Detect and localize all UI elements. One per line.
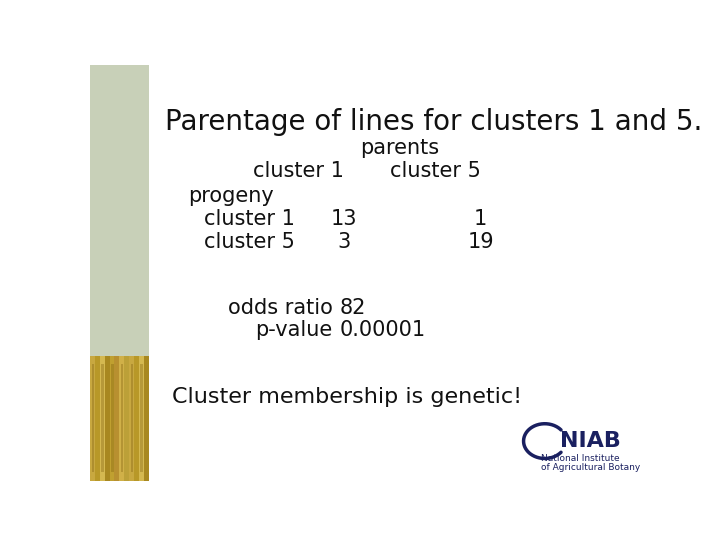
Bar <box>121 364 123 472</box>
Text: cluster 1: cluster 1 <box>253 161 344 181</box>
Bar <box>129 356 134 481</box>
Bar <box>95 356 100 481</box>
Bar <box>139 356 144 481</box>
Bar <box>120 356 124 481</box>
Bar <box>102 364 104 472</box>
Bar <box>100 356 104 481</box>
Bar <box>104 356 109 481</box>
Bar <box>90 356 95 481</box>
Bar <box>140 364 143 472</box>
Text: cluster 1: cluster 1 <box>204 210 295 230</box>
Text: p-value: p-value <box>256 320 333 340</box>
Text: 3: 3 <box>337 232 351 252</box>
Bar <box>90 65 148 481</box>
Text: odds ratio: odds ratio <box>228 298 333 318</box>
Bar <box>109 356 114 481</box>
Text: Parentage of lines for clusters 1 and 5.: Parentage of lines for clusters 1 and 5. <box>166 109 703 137</box>
Text: 82: 82 <box>340 298 366 318</box>
Text: Cluster membership is genetic!: Cluster membership is genetic! <box>171 387 522 408</box>
Bar <box>131 364 133 472</box>
Bar <box>114 356 120 481</box>
Bar <box>134 356 139 481</box>
Bar <box>91 364 94 472</box>
Bar <box>111 364 114 472</box>
Text: cluster 5: cluster 5 <box>204 232 295 252</box>
Bar <box>124 356 129 481</box>
Bar <box>144 356 148 481</box>
Text: NIAB: NIAB <box>560 431 621 451</box>
Text: National Institute: National Institute <box>541 455 619 463</box>
Text: cluster 5: cluster 5 <box>390 161 481 181</box>
Text: 1: 1 <box>474 210 487 230</box>
Text: 13: 13 <box>330 210 357 230</box>
Text: progeny: progeny <box>188 186 274 206</box>
Text: 0.00001: 0.00001 <box>340 320 426 340</box>
Text: 19: 19 <box>467 232 494 252</box>
Text: parents: parents <box>360 138 439 158</box>
Text: of Agricultural Botany: of Agricultural Botany <box>541 463 640 472</box>
